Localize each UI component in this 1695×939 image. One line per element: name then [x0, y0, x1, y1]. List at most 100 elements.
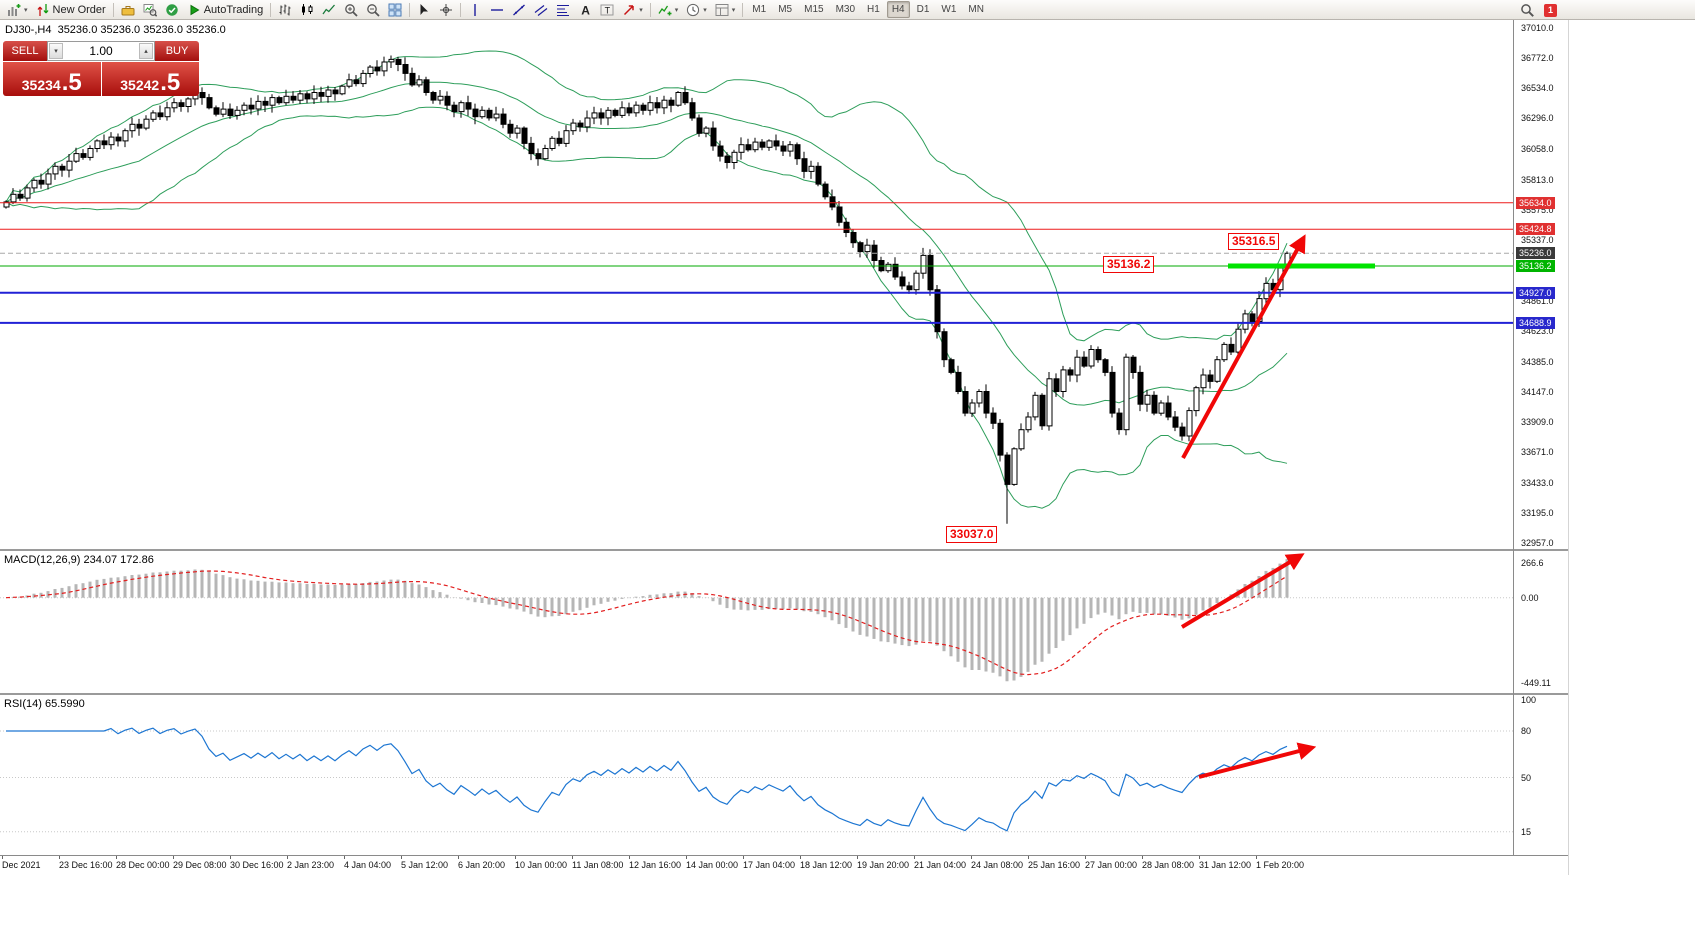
time-axis-label: 21 Jan 04:00: [914, 860, 967, 870]
time-axis-label: 31 Jan 12:00: [1199, 860, 1252, 870]
price-marker: 35136.2: [1516, 260, 1555, 272]
svg-text:A: A: [581, 3, 590, 17]
play-glyph: [190, 4, 200, 15]
volume-decrease-button[interactable]: ▾: [49, 43, 63, 59]
timeframe-m15[interactable]: M15: [804, 4, 824, 15]
trend-arrows[interactable]: [1180, 234, 1317, 779]
community-icon[interactable]: [161, 1, 183, 19]
macd-axis-label: 266.6: [1521, 558, 1544, 568]
timeframe-w1[interactable]: W1: [941, 4, 957, 15]
time-axis-label: 27 Jan 00:00: [1085, 860, 1138, 870]
sell-button[interactable]: 35234 .5: [3, 62, 101, 96]
price-tick-label: 36058.0: [1521, 144, 1554, 154]
autotrading-button-label: AutoTrading: [203, 3, 264, 16]
time-axis-label: 11 Jan 08:00: [572, 860, 624, 870]
new-chart-icon[interactable]: ▾: [3, 1, 32, 19]
time-axis-label: 2 Jan 23:00: [287, 860, 335, 870]
arrows-tool-icon[interactable]: ▾: [618, 1, 647, 19]
trend-arrow: [1181, 234, 1306, 459]
channel-icon[interactable]: [530, 1, 552, 19]
chart-canvas[interactable]: [0, 0, 1600, 875]
tile-windows-icon[interactable]: [384, 1, 406, 19]
strategy-tester-icon[interactable]: [139, 1, 161, 19]
price-callout[interactable]: 35316.5: [1228, 233, 1280, 250]
cursor-glyph: [420, 3, 429, 15]
tester-glyph: [143, 3, 157, 17]
price-axis[interactable]: 37010.0 36772.0 36534.0 36296.0 36058.0 35813…: [1514, 0, 1604, 875]
trendline-icon[interactable]: [508, 1, 530, 19]
time-tick: [344, 856, 345, 859]
candles-glyph: [302, 3, 313, 15]
text-icon[interactable]: A: [574, 1, 596, 19]
time-axis-label: 6 Jan 20:00: [458, 860, 506, 870]
time-tick: [230, 856, 231, 859]
horizontal-level-lines[interactable]: [0, 202, 1513, 324]
time-axis-label: 19 Jan 20:00: [857, 860, 910, 870]
vertical-line-icon[interactable]: [464, 1, 486, 19]
dropdown-caret-icon: ▾: [731, 6, 736, 14]
volume-control: ▾ 1.00 ▴: [47, 41, 155, 61]
time-axis-label: 25 Jan 16:00: [1028, 860, 1081, 870]
macd-indicator: [0, 559, 1513, 682]
dropdown-caret-icon: ▾: [674, 6, 679, 14]
timeframe-m5[interactable]: M5: [778, 4, 793, 15]
crosshair-icon[interactable]: [435, 1, 457, 19]
price-tick-label: 33433.0: [1521, 478, 1554, 488]
price-tick-label: 34385.0: [1521, 357, 1554, 367]
text-label-icon[interactable]: T: [596, 1, 618, 19]
zoom-in-icon[interactable]: [340, 1, 362, 19]
time-tick: [173, 856, 174, 859]
fibonacci-icon[interactable]: [552, 1, 574, 19]
bollinger-bands: [5, 50, 1288, 509]
new-order-button[interactable]: New Order: [32, 1, 110, 19]
search-icon[interactable]: [1516, 1, 1538, 19]
time-tick: [1085, 856, 1086, 859]
time-axis-label: Dec 2021: [2, 860, 41, 870]
chart-symbol-ohlc: DJ30-,H4 35236.0 35236.0 35236.0 35236.0: [5, 24, 226, 36]
time-axis-label: 24 Jan 08:00: [971, 860, 1024, 870]
indicators-icon[interactable]: ▾: [654, 1, 683, 19]
timeframe-h1[interactable]: H1: [867, 4, 880, 15]
price-callout[interactable]: 33037.0: [946, 526, 998, 543]
time-axis-label: 10 Jan 00:00: [515, 860, 568, 870]
time-tick: [914, 856, 915, 859]
timeframe-m30[interactable]: M30: [835, 4, 856, 15]
chart-plus-glyph: [8, 3, 21, 16]
line-chart-icon[interactable]: [318, 1, 340, 19]
notification-badge[interactable]: 1: [1544, 3, 1557, 17]
time-axis-label: 28 Jan 08:00: [1142, 860, 1195, 870]
price-tick-label: 34861.0: [1521, 296, 1554, 306]
time-axis-label: 29 Dec 08:00: [173, 860, 227, 870]
time-tick: [515, 856, 516, 859]
time-tick: [1028, 856, 1029, 859]
bar-chart-icon[interactable]: [274, 1, 296, 19]
pane-separators[interactable]: [0, 20, 1569, 875]
time-axis[interactable]: Dec 2021 23 Dec 16:00 28 Dec 00:00 29 Dec 0…: [0, 856, 1568, 874]
zoom-out-icon[interactable]: [362, 1, 384, 19]
volume-increase-button[interactable]: ▴: [139, 43, 153, 59]
time-tick: [686, 856, 687, 859]
candlestick-chart-icon[interactable]: [296, 1, 318, 19]
buy-button[interactable]: 35242 .5: [101, 62, 199, 96]
buy-price-pips: .5: [160, 68, 181, 96]
autotrading-button[interactable]: AutoTrading: [183, 1, 268, 19]
time-tick: [629, 856, 630, 859]
timeframe-d1[interactable]: D1: [916, 4, 930, 15]
timeframe-m1[interactable]: M1: [752, 4, 767, 15]
horizontal-line-icon[interactable]: [486, 1, 508, 19]
timeframe-mn[interactable]: MN: [968, 4, 984, 15]
buy-label[interactable]: BUY: [155, 41, 199, 61]
toolbar-separator: [460, 2, 462, 17]
rsi-axis-label: 80: [1521, 726, 1532, 736]
clock-glyph: [687, 3, 700, 16]
templates-icon[interactable]: ▾: [711, 1, 740, 19]
timeframe-h4[interactable]: H4: [886, 1, 910, 18]
terminal-icon[interactable]: [117, 1, 139, 19]
price-tick-label: 33671.0: [1521, 447, 1554, 457]
volume-value[interactable]: 1.00: [89, 44, 113, 58]
cursor-icon[interactable]: [413, 1, 435, 19]
sell-label[interactable]: SELL: [3, 41, 47, 61]
periods-icon[interactable]: ▾: [682, 1, 711, 19]
price-callout[interactable]: 35136.2: [1103, 256, 1155, 273]
